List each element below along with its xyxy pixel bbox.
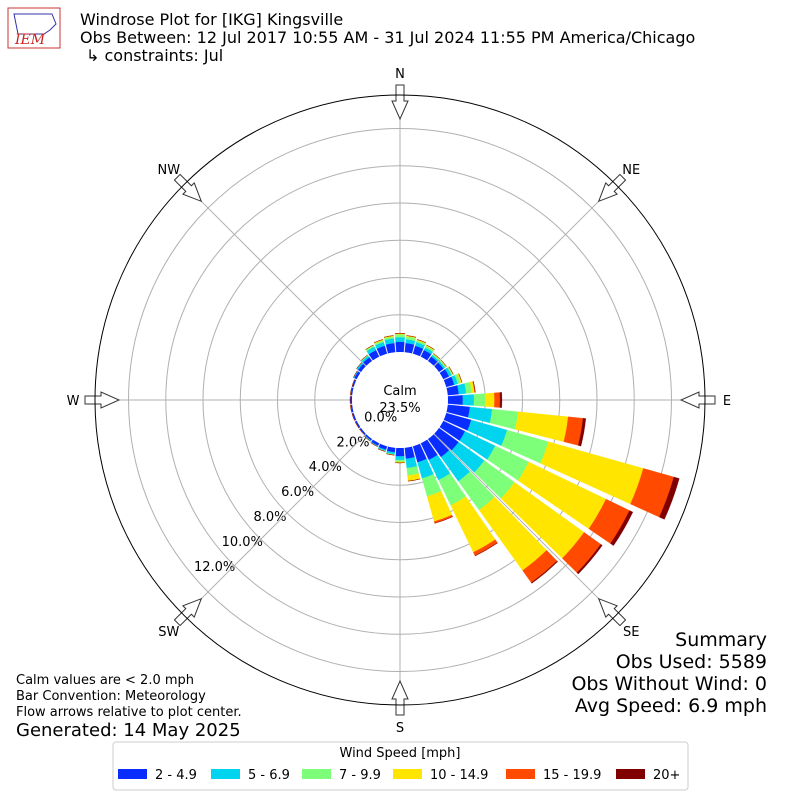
x-tick-label: S [396, 721, 404, 736]
legend-label: 7 - 9.9 [339, 768, 381, 783]
legend-label: 5 - 6.9 [248, 768, 290, 783]
x-tick-label: W [67, 394, 80, 409]
summary-line: Avg Speed: 6.9 mph [575, 695, 767, 717]
bar-segment [440, 359, 447, 367]
r-tick-label: 0.0% [364, 410, 397, 425]
bar-segment [404, 446, 415, 460]
bar-segment [458, 373, 463, 383]
bar-segment [365, 344, 374, 350]
note: Bar Convention: Meteorology [16, 689, 206, 704]
r-tick-label: 12.0% [194, 560, 235, 575]
bar-segment [359, 429, 365, 435]
grid-line [183, 433, 367, 617]
legend-label: 10 - 14.9 [430, 768, 488, 783]
note: Calm values are < 2.0 mph [16, 673, 194, 688]
x-tick-label: NW [157, 163, 180, 178]
bar-segment [499, 392, 503, 408]
bar-segment [404, 342, 415, 354]
r-tick-label: 10.0% [222, 535, 263, 550]
r-tick-label: 2.0% [336, 435, 369, 450]
calm-label: Calm [383, 384, 416, 399]
r-tick-label: 8.0% [253, 510, 286, 525]
legend-swatch [211, 769, 240, 779]
logo-text: IEM [14, 32, 46, 48]
summary-title: Summary [675, 629, 767, 651]
bar-segment [494, 392, 501, 408]
legend-frame [112, 741, 689, 791]
bar-segment [610, 510, 634, 546]
note: Flow arrows relative to plot center. [16, 705, 242, 720]
bar-segment [395, 456, 405, 461]
flow-arrow [597, 597, 627, 627]
x-tick-label: SE [623, 625, 639, 640]
x-tick-label: NE [622, 163, 640, 178]
bar-segment [447, 395, 464, 405]
calm-value: 23.5% [379, 401, 420, 416]
flow-arrow [391, 84, 409, 121]
legend-swatch [506, 769, 535, 779]
legend-swatch [302, 769, 331, 779]
bar-segment [484, 392, 495, 408]
logo-map [13, 13, 57, 35]
outer-circle [94, 94, 706, 706]
grid-line [183, 183, 367, 367]
legend-label: 20+ [653, 768, 680, 783]
flow-arrow [173, 173, 203, 203]
bar-segment [351, 379, 355, 387]
bar-segment [370, 442, 378, 447]
bar-segment [361, 354, 368, 361]
bar-segment [353, 370, 358, 378]
summary-line: Obs Without Wind: 0 [571, 673, 767, 695]
bar-segment [474, 542, 498, 557]
x-tick-label: E [723, 394, 731, 409]
bar-segment [405, 457, 418, 469]
bar-segment [385, 342, 396, 354]
logo: IEM [7, 7, 61, 49]
flow-arrow [173, 597, 203, 627]
bar-segment [395, 341, 405, 353]
flow-arrow [391, 679, 409, 716]
legend-title: Wind Speed [mph] [340, 746, 461, 761]
bar-segment [576, 544, 603, 575]
bar-segment [578, 418, 586, 447]
grid-line [433, 433, 617, 617]
legend-swatch [616, 769, 645, 779]
bar-segment [364, 436, 371, 442]
bar-segment [395, 336, 405, 343]
x-tick-label: SW [158, 625, 179, 640]
legend-swatch [393, 769, 422, 779]
calm-circle [352, 352, 448, 448]
bar-segment [395, 459, 405, 463]
legend-label: 2 - 4.9 [155, 768, 197, 783]
bar-segment [531, 560, 558, 584]
summary-line: Obs Used: 5589 [616, 651, 767, 673]
bar-segment [349, 396, 353, 404]
constraints: ↳ constraints: Jul [86, 46, 223, 65]
bar-segment [351, 413, 355, 421]
bar-segment [356, 362, 362, 369]
bar-segment [395, 447, 405, 457]
flow-arrow [84, 391, 121, 409]
flow-arrow [597, 173, 627, 203]
generated: Generated: 14 May 2025 [16, 720, 241, 741]
bar-segment [408, 478, 421, 482]
bar-segment [462, 394, 475, 406]
legend-label: 15 - 19.9 [543, 768, 601, 783]
flow-arrow [679, 391, 716, 409]
bar-segment [473, 381, 476, 393]
bar-segment [394, 334, 406, 338]
r-tick-label: 6.0% [281, 485, 314, 500]
bar-segment [659, 476, 680, 520]
grid-line [433, 183, 617, 367]
legend-swatch [118, 769, 147, 779]
chart-subtitle: Obs Between: 12 Jul 2017 10:55 AM - 31 J… [80, 28, 695, 47]
r-tick-label: 4.0% [309, 460, 342, 475]
x-tick-label: N [395, 67, 405, 82]
chart-title: Windrose Plot for [IKG] Kingsville [80, 10, 343, 29]
bar-segment [446, 385, 460, 396]
bar-segment [473, 393, 486, 407]
